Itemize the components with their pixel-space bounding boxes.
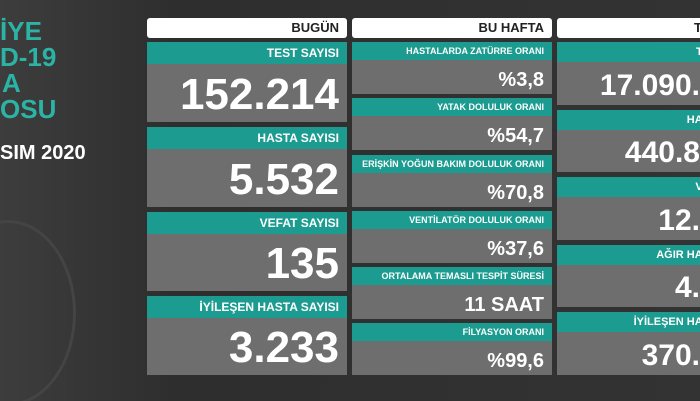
stat-card: AĞIR HAS 4. <box>557 245 700 307</box>
stat-label: ORTALAMA TEMASLI TESPİT SÜRESİ <box>352 267 552 285</box>
stat-card: ORTALAMA TEMASLI TESPİT SÜRESİ 11 SAAT <box>352 267 552 319</box>
stat-card: FİLYASYON ORANI %99,6 <box>352 323 552 375</box>
stat-card: TE 17.090. <box>557 42 700 105</box>
stat-label: FİLYASYON ORANI <box>352 323 552 341</box>
stat-label: AĞIR HAS <box>557 245 700 265</box>
stat-label: HASTALARDA ZATÜRRE ORANI <box>352 42 552 60</box>
stat-value: 5.532 <box>228 155 339 204</box>
stat-value: 12. <box>658 204 700 237</box>
stat-value: 17.090. <box>599 69 700 102</box>
sidebar-line: İYE <box>0 16 42 46</box>
stat-value: 135 <box>265 239 339 288</box>
stat-card: İYİLEŞEN HAS 370. <box>557 312 700 375</box>
stat-label: ERİŞKİN YOĞUN BAKIM DOLULUK ORANI <box>352 155 552 173</box>
column-header: BUGÜN <box>147 18 347 38</box>
sidebar-line: OSU <box>0 94 57 124</box>
emblem <box>0 220 76 401</box>
stat-value: 3.233 <box>228 323 339 372</box>
stat-label: VENTİLATÖR DOLULUK ORANI <box>352 211 552 229</box>
stat-card: TEST SAYISI 152.214 <box>147 42 347 122</box>
stat-card: İYİLEŞEN HASTA SAYISI 3.233 <box>147 296 347 375</box>
stat-card: ERİŞKİN YOĞUN BAKIM DOLULUK ORANI %70,8 <box>352 155 552 207</box>
stat-value: 370. <box>641 339 700 372</box>
stat-label: TEST SAYISI <box>147 42 347 64</box>
stat-label: VEFAT SAYISI <box>147 212 347 234</box>
sidebar-line: D-19 <box>0 42 57 72</box>
stat-card: HASTALARDA ZATÜRRE ORANI %3,8 <box>352 42 552 94</box>
stat-card: YATAK DOLULUK ORANI %54,7 <box>352 98 552 150</box>
stat-value: %99,6 <box>487 350 544 372</box>
stat-value: %37,6 <box>487 238 544 260</box>
stat-value: 4. <box>674 271 700 304</box>
stat-card: VENTİLATÖR DOLULUK ORANI %37,6 <box>352 211 552 263</box>
date: SIM 2020 <box>0 142 86 164</box>
stat-label: İYİLEŞEN HASTA SAYISI <box>147 296 347 318</box>
column-header: T <box>557 18 700 38</box>
stat-card: VEFAT SAYISI 135 <box>147 212 347 291</box>
stat-label: TE <box>557 42 700 62</box>
sidebar-line: A <box>2 68 21 98</box>
stat-label: YATAK DOLULUK ORANI <box>352 98 552 116</box>
stat-label: HAS <box>557 110 700 130</box>
stat-value: 440.8 <box>624 136 700 169</box>
stat-label: İYİLEŞEN HAS <box>557 312 700 332</box>
stat-card: HASTA SAYISI 5.532 <box>147 127 347 207</box>
column-header: BU HAFTA <box>352 18 552 38</box>
stat-value: %54,7 <box>487 125 544 147</box>
stat-value: %3,8 <box>498 69 544 91</box>
stat-label: HASTA SAYISI <box>147 127 347 149</box>
stat-card: VE 12. <box>557 177 700 240</box>
stat-label: VE <box>557 177 700 197</box>
stat-card: HAS 440.8 <box>557 110 700 172</box>
stat-value: 152.214 <box>179 70 339 119</box>
stat-value: 11 SAAT <box>464 294 544 316</box>
stat-value: %70,8 <box>487 182 544 204</box>
